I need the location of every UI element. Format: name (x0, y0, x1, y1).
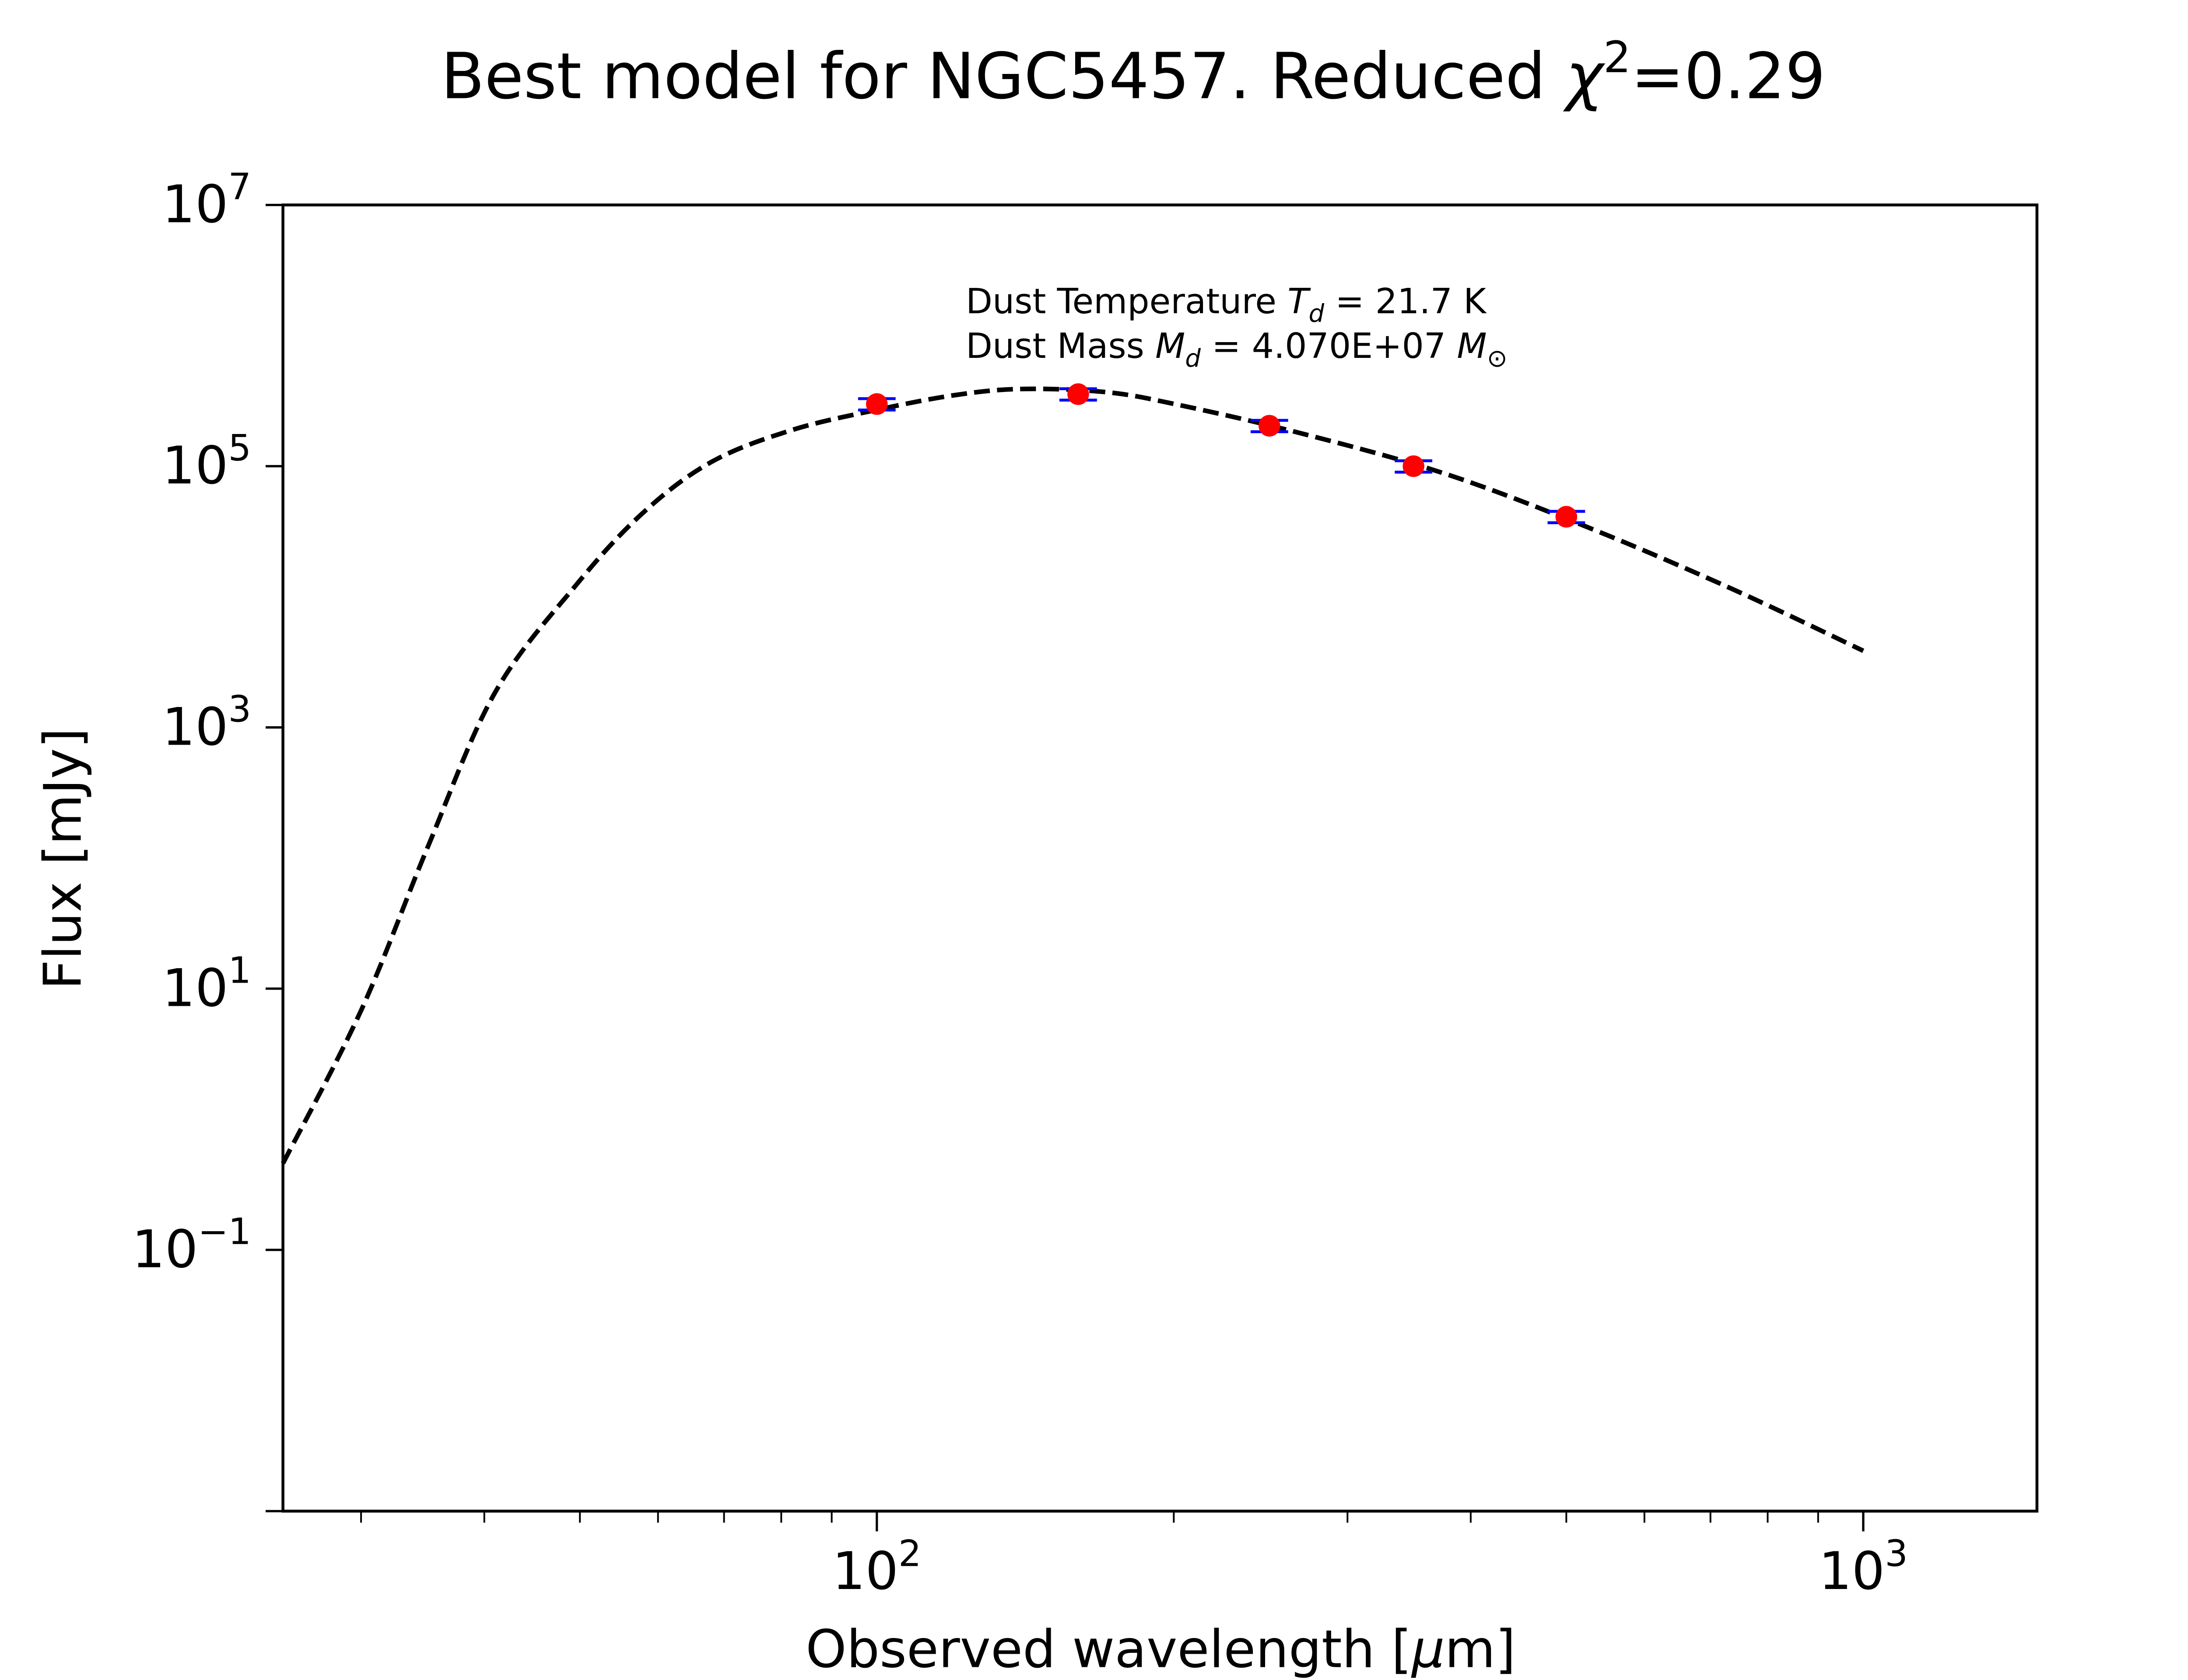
tick-exponent: 1 (228, 950, 251, 992)
annot-mass-subscript: d (1185, 344, 1201, 373)
x-tick-label: 103 (1819, 1533, 1908, 1602)
x-axis-label-text: Observed wavelength [ (806, 1619, 1412, 1680)
data-point-marker (1555, 506, 1578, 528)
data-point-marker (1259, 415, 1280, 437)
tick-base: 10 (132, 1219, 198, 1280)
data-point (1395, 455, 1433, 477)
plot-frame (281, 203, 2039, 1513)
x-axis: 102 103 (360, 1511, 1908, 1602)
x-tick-label: 102 (832, 1533, 922, 1602)
title-chi: χ (1563, 39, 1606, 113)
y-tick-label: 10−1 (132, 1211, 251, 1280)
data-point (1059, 383, 1097, 405)
data-point (1250, 415, 1288, 437)
dust-temperature-annotation: Dust Temperature Td = 21.7 K (966, 281, 1487, 328)
annot-mass-symbol: M (1155, 326, 1185, 366)
model-curve-layer (281, 386, 1865, 1165)
y-tick-label: 101 (162, 950, 251, 1019)
data-point-marker (1067, 383, 1089, 405)
tick-base: 10 (832, 1541, 898, 1602)
tick-exponent: 7 (228, 166, 251, 208)
title-chi-exponent: 2 (1603, 32, 1631, 83)
tick-exponent: 3 (1885, 1533, 1907, 1575)
data-point-marker (866, 393, 888, 415)
annot-temp-symbol: T (1287, 281, 1311, 322)
tick-base: 10 (162, 436, 228, 496)
chart-title: Best model for NGC5457. Reduced χ2=0.29 (441, 32, 1826, 113)
title-text: Best model for NGC5457. Reduced (441, 39, 1566, 113)
x-axis-label: Observed wavelength [μm] (806, 1619, 1515, 1680)
annot-mass-unit-sun: ⊙ (1487, 344, 1508, 373)
tick-base: 10 (162, 175, 228, 235)
tick-base: 10 (1819, 1541, 1885, 1602)
annot-temp-subscript: d (1309, 300, 1325, 328)
tick-base: 10 (162, 958, 228, 1018)
data-points-layer (858, 383, 1585, 528)
annot-temp-value: = 21.7 K (1324, 281, 1487, 322)
x-axis-label-unit: m] (1445, 1619, 1516, 1680)
tick-base: 10 (162, 697, 228, 757)
annot-mass-unit: M (1457, 326, 1487, 366)
annot-mass-label: Dust Mass (966, 326, 1155, 366)
annot-mass-value: = 4.070E+07 (1201, 326, 1457, 366)
tick-exponent: 3 (228, 688, 251, 730)
title-chi-value: =0.29 (1631, 39, 1826, 113)
tick-exponent: 5 (228, 427, 251, 469)
data-point-marker (1403, 455, 1424, 477)
tick-exponent: −1 (198, 1211, 251, 1253)
data-point (1547, 506, 1585, 528)
plot-area (283, 205, 2037, 1512)
y-tick-label: 105 (162, 427, 251, 496)
y-axis-label: Flux [mJy] (33, 728, 94, 990)
annot-temp-label: Dust Temperature (966, 281, 1287, 322)
y-tick-label: 107 (162, 166, 251, 235)
dust-mass-annotation: Dust Mass Md = 4.070E+07 M⊙ (966, 326, 1508, 373)
model-curve-line (281, 386, 1865, 1165)
y-tick-label: 103 (162, 688, 251, 757)
data-point (858, 393, 896, 415)
x-axis-label-mu: μ (1411, 1619, 1445, 1680)
tick-exponent: 2 (898, 1533, 921, 1575)
